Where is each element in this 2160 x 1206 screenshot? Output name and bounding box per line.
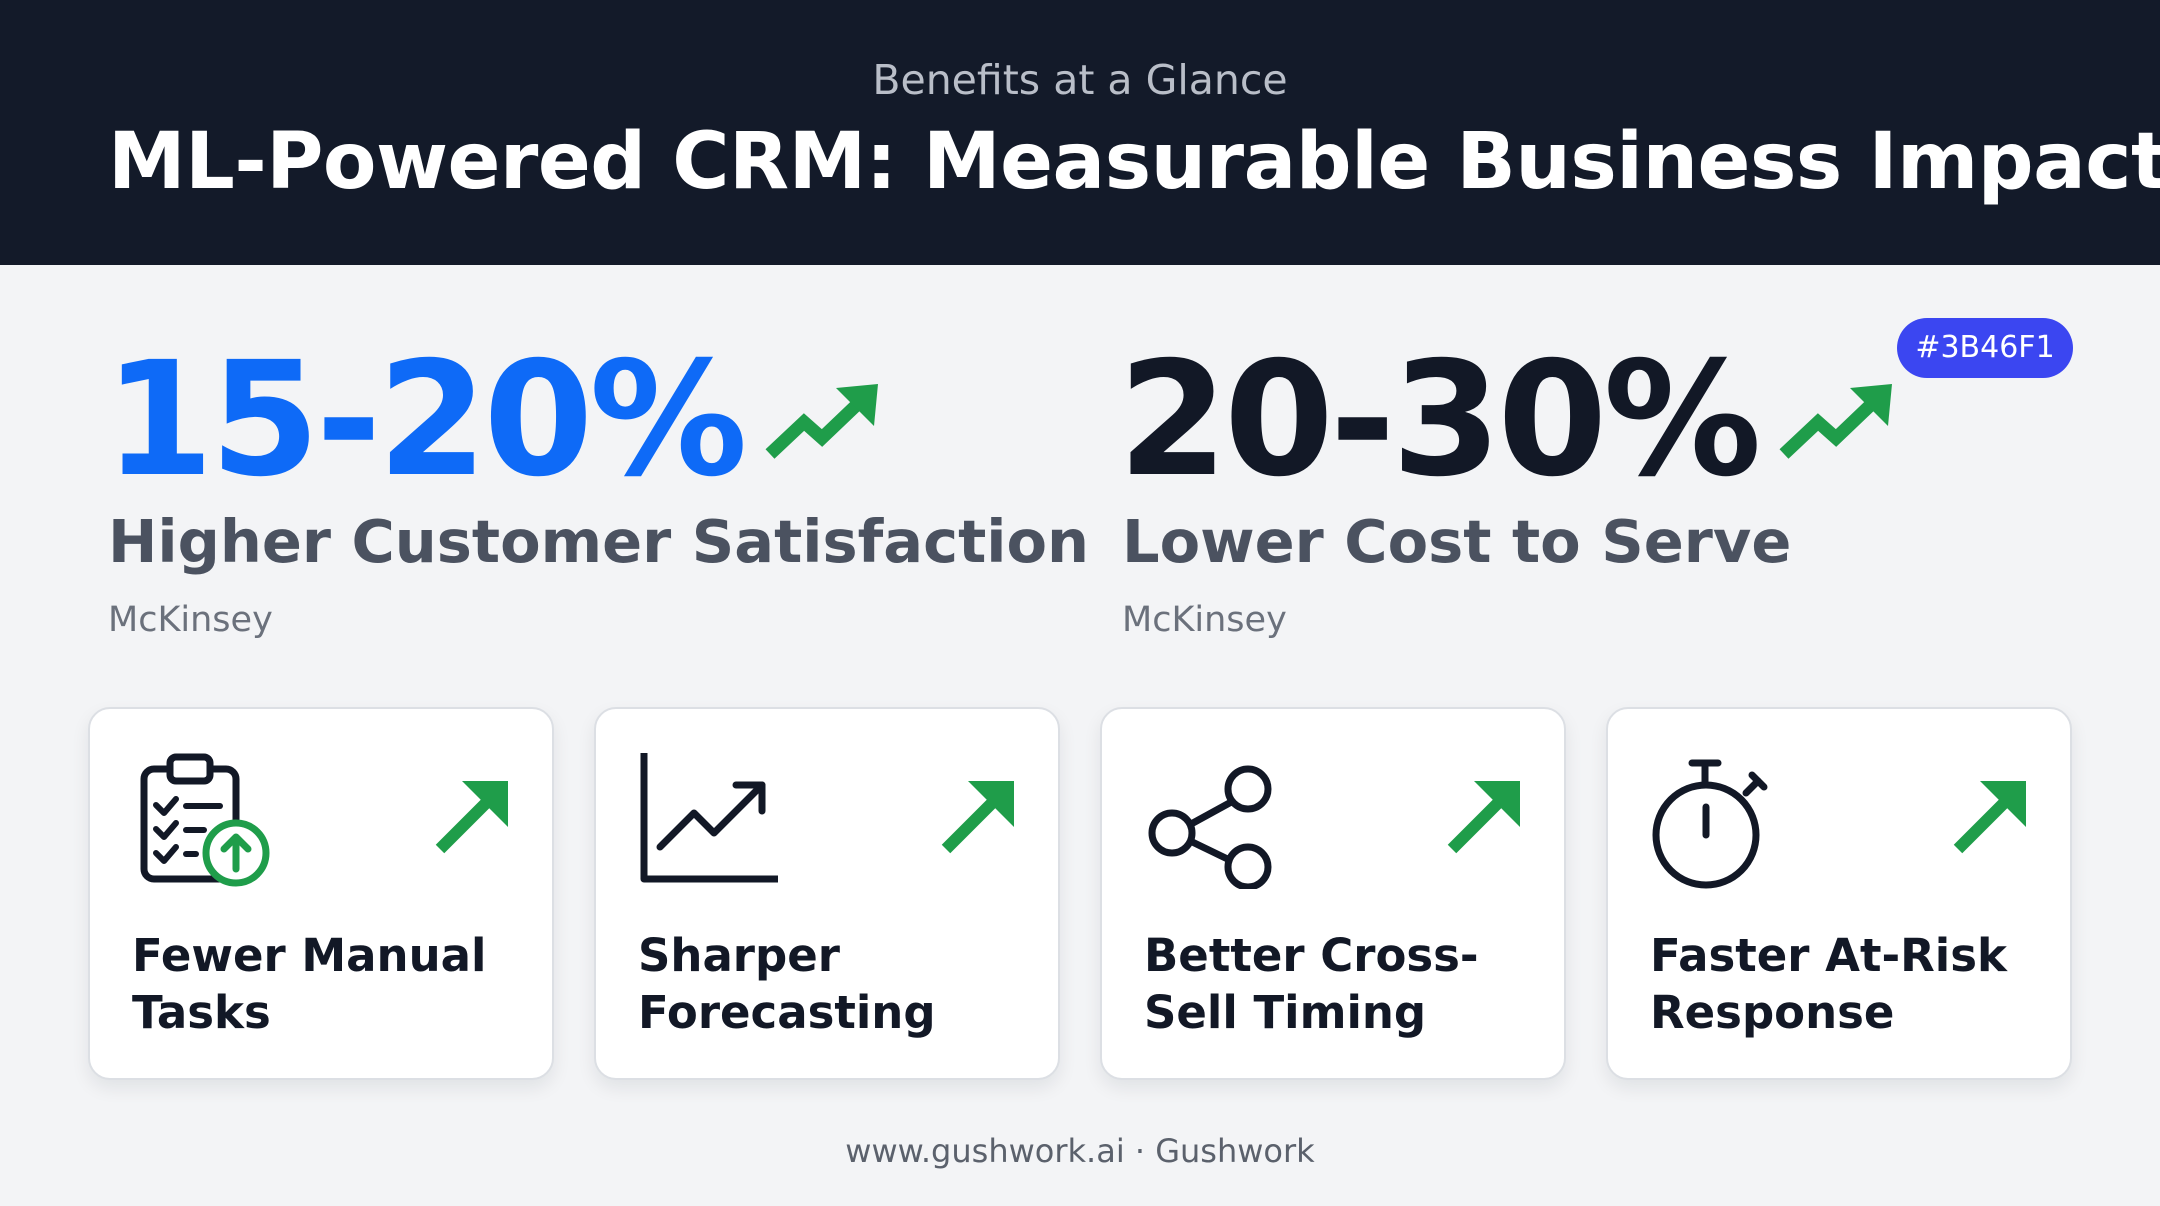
trend-up-icon [765, 384, 878, 459]
header-banner: Benefits at a Glance ML-Powered CRM: Mea… [0, 0, 2160, 265]
card-fewer-manual-tasks: Fewer Manual Tasks [88, 707, 554, 1080]
card-title: Fewer Manual Tasks [132, 929, 487, 1039]
stat-value: 15-20% [104, 328, 748, 512]
benefit-cards: Fewer Manual Tasks Sharper Forecasting B… [88, 707, 2072, 1080]
arrow-up-right-icon [941, 781, 1014, 854]
color-badge: #3B46F1 [1897, 318, 2073, 378]
stat-cost-to-serve: 20-30% Lower Cost to Serve McKinsey [1118, 340, 1898, 640]
card-better-cross-sell-timing: Better Cross-Sell Timing [1100, 707, 1566, 1080]
stopwatch-icon [1652, 759, 1768, 889]
line-chart-icon [640, 753, 778, 883]
stat-label: Higher Customer Satisfaction [108, 507, 1090, 576]
card-title: Faster At-Risk Response [1650, 929, 2007, 1039]
stat-value: 20-30% [1118, 328, 1762, 512]
stat-source: McKinsey [108, 600, 273, 640]
card-title: Better Cross-Sell Timing [1144, 929, 1479, 1039]
arrow-up-right-icon [1953, 781, 2026, 854]
card-title: Sharper Forecasting [638, 929, 936, 1039]
arrow-up-right-icon [1447, 781, 1520, 854]
stat-label: Lower Cost to Serve [1122, 507, 1792, 576]
footer-link[interactable]: www.gushwork.ai · Gushwork [845, 1132, 1315, 1170]
eyebrow-text: Benefits at a Glance [872, 56, 1288, 104]
card-faster-at-risk-response: Faster At-Risk Response [1606, 707, 2072, 1080]
clipboard-checklist-icon [140, 753, 270, 887]
trend-up-icon [1779, 384, 1892, 459]
arrow-up-right-icon [435, 781, 508, 854]
card-sharper-forecasting: Sharper Forecasting [594, 707, 1060, 1080]
page-title: ML-Powered CRM: Measurable Business Impa… [108, 117, 2160, 207]
share-nodes-icon [1148, 765, 1272, 889]
stat-source: McKinsey [1122, 600, 1287, 640]
stat-customer-satisfaction: 15-20% Higher Customer Satisfaction McKi… [104, 340, 1089, 640]
